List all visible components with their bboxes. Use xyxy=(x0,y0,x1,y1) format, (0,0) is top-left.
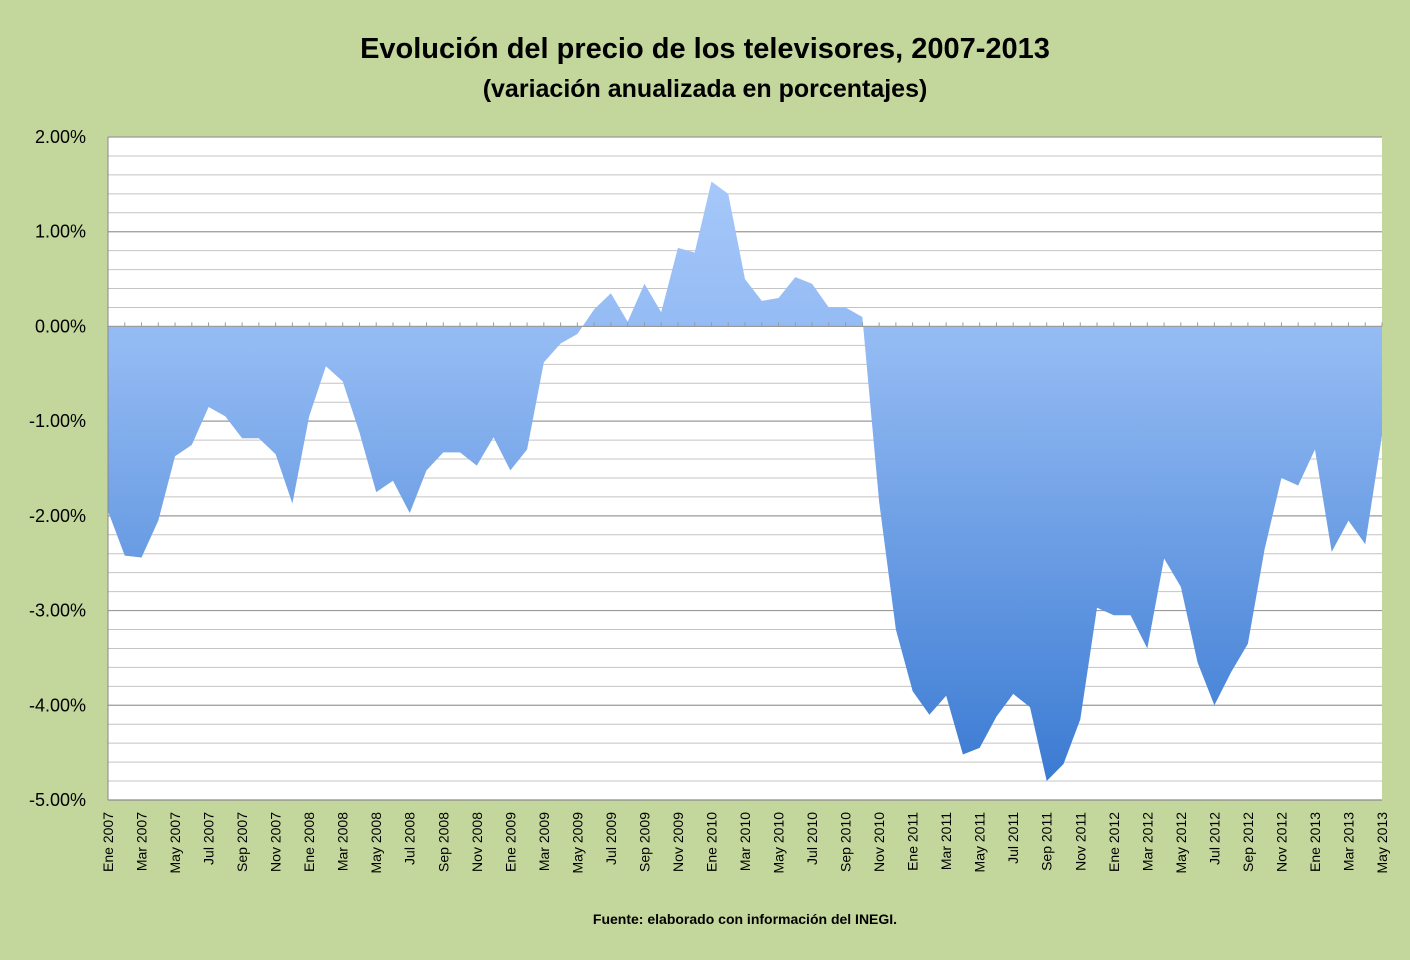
x-tick-label: Mar 2013 xyxy=(1340,812,1356,871)
x-tick-label: Jul 2012 xyxy=(1206,812,1222,865)
x-tick-label: Ene 2009 xyxy=(502,812,518,872)
y-tick-label: -4.00% xyxy=(29,695,86,715)
y-tick-label: -5.00% xyxy=(29,790,86,810)
x-tick-label: Mar 2011 xyxy=(938,812,954,870)
x-tick-label: May 2013 xyxy=(1374,812,1390,874)
x-tick-label: Jul 2011 xyxy=(1005,812,1021,864)
area-series xyxy=(108,181,1382,782)
source-note: Fuente: elaborado con información del IN… xyxy=(593,911,897,927)
y-tick-label: 0.00% xyxy=(35,316,86,336)
x-tick-label: Nov 2007 xyxy=(268,812,284,872)
x-tick-label: Sep 2012 xyxy=(1240,812,1256,872)
x-tick-label: Mar 2009 xyxy=(536,812,552,871)
y-tick-label: -2.00% xyxy=(29,506,86,526)
x-tick-label: Nov 2012 xyxy=(1273,812,1289,872)
y-axis-ticks: 2.00% 1.00% 0.00% -1.00% -2.00% -3.00% -4.00% -… xyxy=(29,127,86,810)
x-tick-label: Ene 2008 xyxy=(301,812,317,872)
x-tick-label: Mar 2012 xyxy=(1139,812,1155,871)
x-axis-ticks: Ene 2007 Mar 2007 May 2007 Jul 2007 Sep 2007… xyxy=(100,812,1390,874)
x-tick-label: May 2007 xyxy=(167,812,183,874)
x-tick-label: Jul 2007 xyxy=(201,812,217,865)
x-tick-label: Ene 2011 xyxy=(905,812,921,871)
x-tick-label: Ene 2012 xyxy=(1106,812,1122,872)
x-tick-label: Ene 2010 xyxy=(703,812,719,872)
x-tick-label: Sep 2009 xyxy=(636,812,652,872)
x-tick-label: May 2011 xyxy=(972,812,988,873)
chart-title: Evolución del precio de los televisores,… xyxy=(360,33,1050,65)
x-tick-label: May 2010 xyxy=(771,812,787,874)
x-tick-label: Sep 2011 xyxy=(1039,812,1055,871)
x-tick-label: Jul 2010 xyxy=(804,812,820,865)
x-tick-label: Mar 2008 xyxy=(335,812,351,871)
x-tick-label: May 2008 xyxy=(368,812,384,874)
x-tick-label: Nov 2010 xyxy=(871,812,887,872)
x-tick-label: Nov 2009 xyxy=(670,812,686,872)
x-tick-label: Sep 2008 xyxy=(435,812,451,872)
y-tick-label: -3.00% xyxy=(29,601,86,621)
x-tick-label: Ene 2007 xyxy=(100,812,116,872)
x-tick-label: Mar 2007 xyxy=(134,812,150,871)
x-tick-label: Nov 2008 xyxy=(469,812,485,872)
chart-subtitle: (variación anualizada en porcentajes) xyxy=(483,75,928,103)
x-tick-label: May 2012 xyxy=(1173,812,1189,874)
y-tick-label: 2.00% xyxy=(35,127,86,147)
x-tick-label: Jul 2008 xyxy=(402,812,418,865)
x-tick-label: Mar 2010 xyxy=(737,812,753,871)
x-tick-label: Jul 2009 xyxy=(603,812,619,865)
x-tick-label: May 2009 xyxy=(569,812,585,874)
x-tick-label: Sep 2007 xyxy=(234,812,250,872)
zero-axis xyxy=(107,322,1383,327)
y-tick-label: -1.00% xyxy=(29,411,86,431)
x-tick-label: Nov 2011 xyxy=(1072,812,1088,871)
y-tick-label: 1.00% xyxy=(35,222,86,242)
x-tick-label: Sep 2010 xyxy=(838,812,854,872)
area-fill xyxy=(108,181,1382,782)
x-tick-label: Ene 2013 xyxy=(1307,812,1323,872)
